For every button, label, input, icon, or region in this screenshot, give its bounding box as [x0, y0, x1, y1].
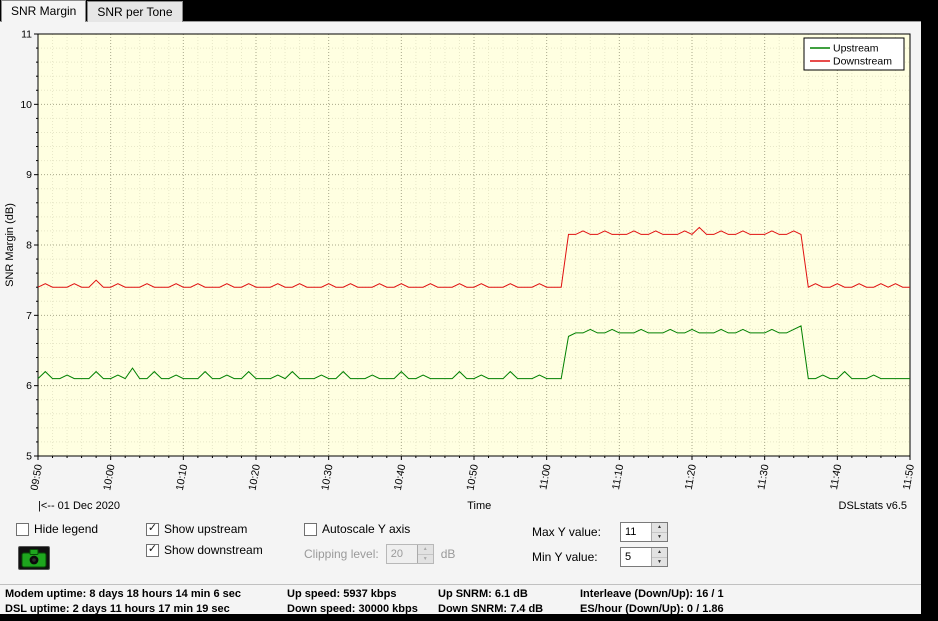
y-tick-label: 11 [21, 29, 32, 41]
show-downstream-label: Show downstream [164, 543, 263, 557]
clipping-level-value: 20 [390, 548, 403, 560]
legend [803, 37, 905, 71]
status-es-hour: ES/hour (Down/Up): 0 / 1.86 [580, 603, 724, 615]
tab-bar: SNR Margin SNR per Tone [0, 0, 921, 22]
snapshot-button[interactable] [18, 546, 50, 570]
spin-buttons: ▲ ▼ [651, 523, 667, 541]
x-tick-label: 10:40 [392, 463, 408, 491]
hide-legend-checkbox[interactable]: Hide legend [16, 522, 146, 536]
app-version-label: DSLstats v6.5 [838, 500, 907, 512]
status-interleave: Interleave (Down/Up): 16 / 1 [580, 588, 724, 600]
x-tick-label: 09:50 [29, 463, 45, 491]
max-y-label: Max Y value: [532, 525, 601, 539]
max-y-spinbox[interactable]: 11 ▲ ▼ [620, 522, 668, 542]
x-tick-label: 11:50 [901, 463, 917, 490]
downstream-line [37, 226, 910, 288]
status-down-speed: Down speed: 30000 kbps [287, 603, 418, 615]
max-y-decrement-button[interactable]: ▼ [652, 532, 667, 541]
spin-buttons: ▲ ▼ [651, 548, 667, 566]
show-upstream-checkbox[interactable]: ✓ Show upstream [146, 522, 304, 536]
controls-column-c: Autoscale Y axis Clipping level: 20 ▲ ▼ … [304, 522, 532, 571]
min-y-decrement-button[interactable]: ▼ [652, 557, 667, 566]
x-tick-label: 11:20 [683, 463, 699, 490]
checkbox-box-checked: ✓ [146, 521, 159, 536]
check-icon: ✓ [147, 521, 158, 534]
controls-column-b: ✓ Show upstream ✓ Show downstream [146, 522, 304, 571]
status-bar: Modem uptime: 8 days 18 hours 14 min 6 s… [0, 584, 921, 615]
min-y-value: 5 [625, 551, 632, 563]
clipping-level-spinbox: 20 ▲ ▼ [385, 544, 434, 564]
checkbox-box [304, 522, 317, 536]
max-y-row: Max Y value: 11 ▲ ▼ [532, 522, 668, 542]
controls-column-d: Max Y value: 11 ▲ ▼ Min Y value: 5 [532, 522, 668, 571]
min-y-label: Min Y value: [532, 550, 598, 564]
x-tick-label: 10:00 [101, 463, 117, 491]
y-tick-label: 6 [26, 380, 32, 392]
x-tick-label: 10:20 [247, 463, 263, 491]
chart-footer: |<-- 01 Dec 2020 Time DSLstats v6.5 [0, 498, 921, 514]
show-upstream-label: Show upstream [164, 522, 248, 536]
checkbox-box [16, 522, 29, 536]
autoscale-y-label: Autoscale Y axis [322, 522, 411, 536]
x-tick-label: 11:00 [537, 463, 553, 490]
status-dsl-uptime: DSL uptime: 2 days 11 hours 17 min 19 se… [5, 603, 230, 615]
y-tick-label: 8 [26, 240, 32, 252]
hide-legend-label: Hide legend [34, 522, 99, 536]
max-y-value: 11 [625, 526, 637, 538]
clipping-increment-button: ▲ [417, 545, 433, 555]
checkbox-box-checked: ✓ [146, 542, 159, 557]
chart-controls: Hide legend ✓ Show upstream [0, 522, 921, 571]
x-axis-title: Time [467, 500, 492, 512]
x-tick-label: 11:30 [755, 463, 771, 490]
status-down-snrm: Down SNRM: 7.4 dB [438, 603, 544, 615]
y-tick-label: 9 [26, 169, 32, 181]
y-axis-title: SNR Margin (dB) [4, 203, 16, 287]
show-downstream-checkbox[interactable]: ✓ Show downstream [146, 543, 304, 557]
camera-icon [21, 549, 47, 568]
min-y-row: Min Y value: 5 ▲ ▼ [532, 547, 668, 567]
controls-column-a: Hide legend [16, 522, 146, 571]
min-y-spinbox[interactable]: 5 ▲ ▼ [620, 547, 668, 567]
y-tick-label: 10 [20, 99, 32, 111]
y-tick-label: 5 [26, 451, 32, 463]
clipping-level-row: Clipping level: 20 ▲ ▼ dB [304, 544, 532, 564]
min-y-increment-button[interactable]: ▲ [652, 548, 667, 558]
spin-buttons: ▲ ▼ [416, 545, 433, 563]
clipping-decrement-button: ▼ [417, 554, 433, 563]
legend-label: Downstream [833, 56, 892, 68]
status-up-snrm: Up SNRM: 6.1 dB [438, 588, 528, 600]
legend-label: Upstream [833, 43, 879, 55]
dslstats-window: SNR Margin SNR per Tone 5 6 7 8 9 10 11 09:50 10… [0, 0, 921, 615]
x-tick-label: 11:10 [610, 463, 626, 490]
snr-margin-chart: 5 6 7 8 9 10 11 09:50 10:00 10:10 10:20 10:30 10:40 1… [4, 29, 917, 492]
x-tick-label: 10:10 [174, 463, 190, 491]
clipping-unit-label: dB [440, 547, 456, 561]
chart-date-label: |<-- 01 Dec 2020 [38, 500, 121, 512]
tab-snr-margin[interactable]: SNR Margin [1, 0, 87, 22]
y-tick-label: 7 [26, 310, 32, 322]
x-tick-label: 10:50 [465, 463, 481, 491]
max-y-increment-button[interactable]: ▲ [652, 523, 667, 533]
snr-margin-panel: 5 6 7 8 9 10 11 09:50 10:00 10:10 10:20 10:30 10:40 1… [0, 21, 921, 584]
clipping-level-label: Clipping level: [304, 547, 379, 561]
status-modem-uptime: Modem uptime: 8 days 18 hours 14 min 6 s… [5, 588, 241, 600]
tab-snr-per-tone[interactable]: SNR per Tone [87, 1, 183, 22]
check-icon: ✓ [147, 542, 158, 555]
status-up-speed: Up speed: 5937 kbps [287, 588, 397, 600]
autoscale-y-checkbox[interactable]: Autoscale Y axis [304, 522, 532, 536]
x-tick-label: 10:30 [319, 463, 335, 491]
upstream-line [37, 325, 910, 380]
x-tick-label: 11:40 [828, 463, 844, 490]
